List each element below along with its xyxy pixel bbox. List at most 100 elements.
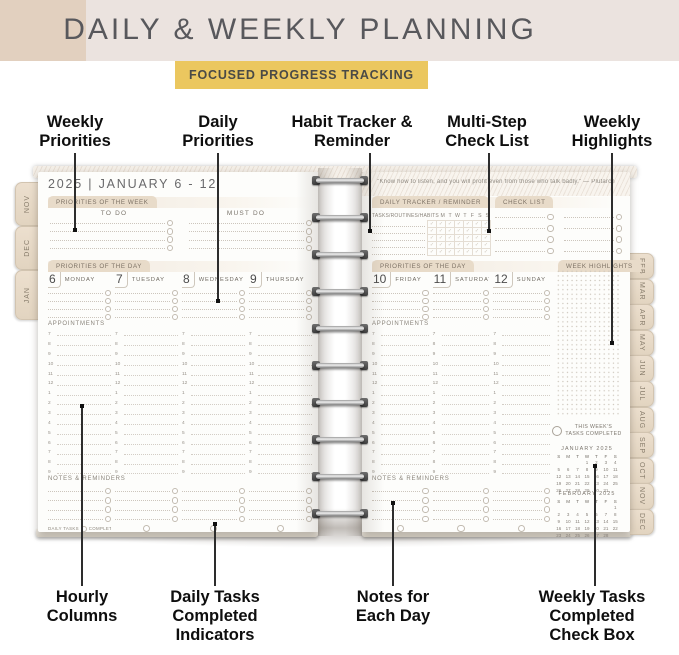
rule-line (502, 413, 551, 416)
end-circle (543, 313, 551, 321)
dotted-line (189, 219, 312, 227)
hour-number: 2 (249, 401, 252, 407)
ring-clip (360, 435, 368, 444)
day-column: 12 SUNDAY (493, 272, 550, 288)
hour-row: 2 (115, 397, 178, 407)
month-tab-label: JUL (638, 386, 645, 402)
hour-number: 6 (432, 440, 436, 446)
dow-cell: T (595, 453, 598, 459)
hour-number: 9 (48, 470, 51, 476)
rule-line (372, 241, 425, 248)
hour-row: 1 (182, 387, 245, 397)
hourly-grid: 7 8 9 10 11 12 1 2 3 4 5 6 7 8 9 7 8 9 10 11 12 1 2 3 4 5 6 7 8 9 7 8 9 1… (372, 328, 551, 476)
rule-line (57, 354, 111, 357)
rule-line (124, 433, 178, 435)
hour-row: 4 (249, 417, 312, 427)
date-cell: 5 (557, 467, 560, 473)
line-column (115, 289, 178, 321)
day-header: 11 SATURDAY (432, 272, 489, 288)
binding-ring (316, 326, 364, 331)
hour-number: 3 (182, 410, 185, 416)
month-tab-dec: DEC (630, 509, 654, 536)
hour-number: 10 (115, 361, 121, 367)
end-circle (615, 236, 622, 243)
dotted-line (493, 506, 551, 513)
dotted-line (432, 487, 490, 495)
rule-line (249, 509, 304, 511)
hour-row: 9 (372, 348, 429, 358)
hour-row: 6 (493, 436, 551, 446)
indicator-cell (493, 524, 550, 533)
rule-line (372, 300, 421, 302)
hour-row: 8 (115, 456, 178, 466)
end-circle (547, 247, 554, 255)
daily-completed-circle (276, 524, 285, 533)
dotted-line (249, 297, 312, 305)
subtitle-badge: FOCUSED PROGRESS TRACKING (175, 61, 428, 89)
hour-row: 8 (115, 338, 178, 348)
hour-row: 9 (249, 466, 312, 476)
rule-line (441, 364, 490, 366)
date-cell (611, 533, 620, 540)
hour-row: 1 (48, 387, 111, 397)
dotted-line (372, 487, 429, 495)
week-initial: T (463, 213, 467, 219)
rule-line (381, 413, 429, 416)
mini-calendar-grid: S M T W T F S 1 2 3 4 5 6 7 8 9 10 11 12 13 14 15 16 17 18 19 20 21… (554, 454, 620, 496)
hour-row: 8 (372, 456, 429, 466)
dotted-line (432, 515, 490, 523)
hour-number: 3 (48, 410, 51, 416)
end-circle (482, 497, 490, 504)
todo-row (50, 236, 312, 243)
hour-number: 8 (493, 460, 497, 466)
rule-line (372, 316, 421, 318)
rule-line (493, 316, 542, 318)
pointer-line (488, 153, 490, 231)
end-circle (166, 228, 173, 235)
hour-row: 6 (372, 436, 429, 446)
hour-number: 2 (372, 401, 375, 407)
rule-line (124, 374, 178, 376)
habit-check-cell: ✓ (481, 248, 491, 256)
rule-line (191, 403, 245, 406)
end-circle (543, 289, 551, 297)
rule-line (191, 344, 245, 347)
hour-row: 3 (48, 407, 111, 417)
date-cell: 14 (603, 519, 609, 525)
checklist-column (563, 212, 622, 255)
dow-cell: W (584, 453, 590, 459)
end-circle (305, 305, 312, 313)
hour-column: 7 8 9 10 11 12 1 2 3 4 5 6 7 8 9 (249, 328, 312, 476)
rule-line (502, 403, 551, 406)
hour-row: 9 (493, 348, 551, 358)
pointer-line (74, 153, 76, 230)
hour-number: 10 (249, 361, 255, 367)
hour-row: 1 (249, 387, 312, 397)
hour-number: 7 (48, 450, 51, 456)
date-cell: 15 (612, 519, 618, 525)
ring-clip (360, 287, 368, 296)
hour-row: 8 (249, 456, 312, 466)
todo-row (50, 228, 312, 235)
end-circle (422, 305, 429, 313)
planner-left-page: 2025 | JANUARY 6 - 12 PRIORITIES OF THE … (38, 172, 318, 533)
end-circle (305, 515, 312, 523)
rule-line (495, 250, 545, 252)
hour-number: 4 (48, 420, 51, 426)
rule-line (381, 384, 429, 386)
date-cell (582, 505, 591, 512)
hatched-header-band (362, 172, 630, 196)
hour-row: 5 (433, 427, 490, 437)
rule-line (502, 364, 551, 366)
dotted-line (493, 487, 551, 495)
dotted-line (182, 313, 245, 321)
pointer-dot (487, 229, 491, 233)
date-cell: 30 (593, 488, 599, 494)
hour-number: 1 (249, 391, 252, 397)
day-number: 10 (372, 272, 392, 288)
rule-line (493, 518, 542, 520)
day-column: 7 TUESDAY (115, 272, 178, 288)
rule-line (432, 509, 481, 511)
check-list (495, 212, 622, 255)
